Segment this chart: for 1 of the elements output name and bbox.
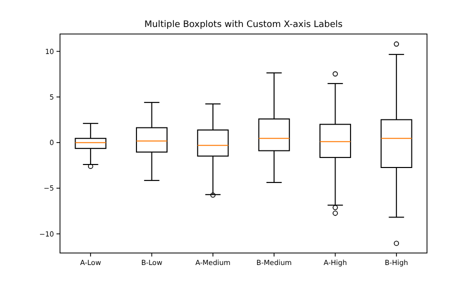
chart-title: Multiple Boxplots with Custom X-axis Labels: [144, 20, 343, 30]
